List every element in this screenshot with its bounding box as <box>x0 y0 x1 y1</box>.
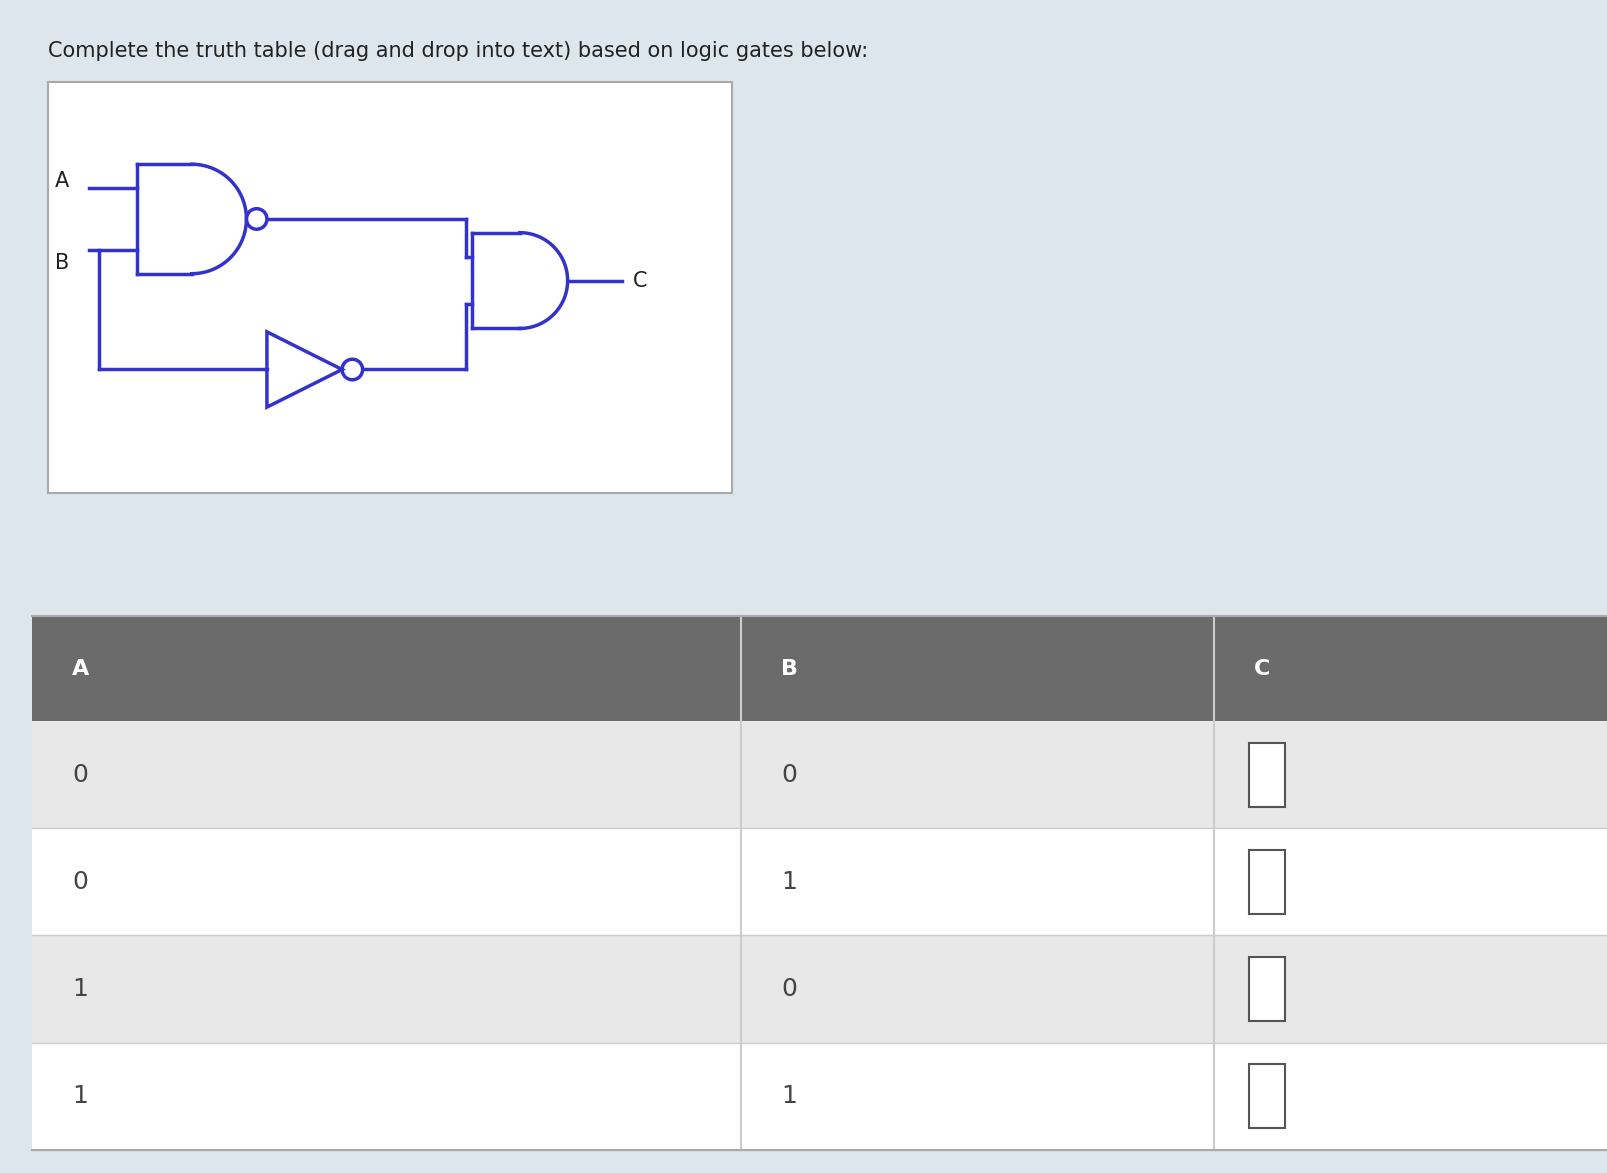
Text: A: A <box>55 171 69 191</box>
Text: 1: 1 <box>781 870 797 894</box>
FancyBboxPatch shape <box>741 828 1213 936</box>
Text: B: B <box>55 253 69 273</box>
FancyBboxPatch shape <box>32 721 741 828</box>
Text: 1: 1 <box>781 1084 797 1108</box>
FancyBboxPatch shape <box>32 828 741 936</box>
FancyBboxPatch shape <box>32 1043 741 1150</box>
FancyBboxPatch shape <box>741 616 1213 721</box>
FancyBboxPatch shape <box>1213 1043 1607 1150</box>
FancyBboxPatch shape <box>1249 743 1284 807</box>
FancyBboxPatch shape <box>741 1043 1213 1150</box>
FancyBboxPatch shape <box>1249 1064 1284 1128</box>
Text: 0: 0 <box>781 977 797 1001</box>
Text: B: B <box>781 658 799 679</box>
FancyBboxPatch shape <box>1213 828 1607 936</box>
Point <box>731 1143 750 1157</box>
FancyBboxPatch shape <box>48 82 731 493</box>
FancyBboxPatch shape <box>1213 936 1607 1043</box>
Text: C: C <box>632 271 646 291</box>
Point <box>1204 1143 1223 1157</box>
Text: 0: 0 <box>72 762 88 787</box>
Text: Complete the truth table (drag and drop into text) based on logic gates below:: Complete the truth table (drag and drop … <box>48 41 868 61</box>
FancyBboxPatch shape <box>1213 721 1607 828</box>
FancyBboxPatch shape <box>741 721 1213 828</box>
Text: 0: 0 <box>72 870 88 894</box>
FancyBboxPatch shape <box>741 936 1213 1043</box>
Point <box>1204 609 1223 623</box>
Text: 0: 0 <box>781 762 797 787</box>
FancyBboxPatch shape <box>32 936 741 1043</box>
Text: A: A <box>72 658 90 679</box>
Point <box>731 609 750 623</box>
FancyBboxPatch shape <box>32 616 741 721</box>
FancyBboxPatch shape <box>1249 957 1284 1022</box>
FancyBboxPatch shape <box>1213 616 1607 721</box>
FancyBboxPatch shape <box>1249 849 1284 914</box>
Text: 1: 1 <box>72 1084 88 1108</box>
Text: C: C <box>1253 658 1270 679</box>
Text: 1: 1 <box>72 977 88 1001</box>
